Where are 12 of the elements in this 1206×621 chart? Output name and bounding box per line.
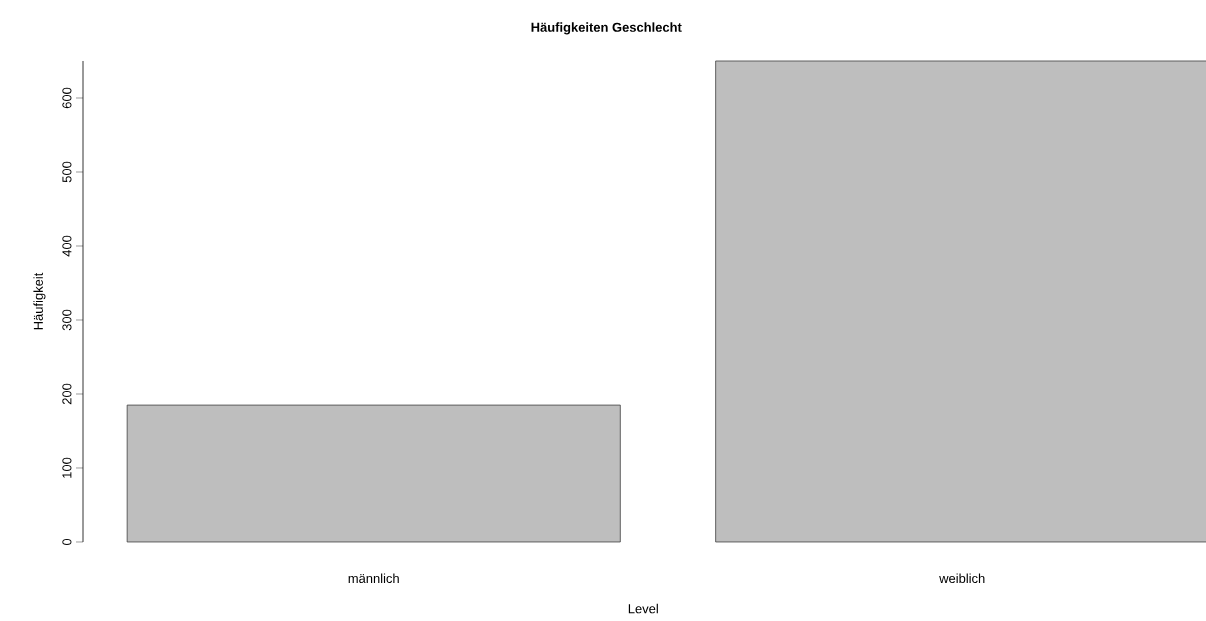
y-tick-label: 200	[62, 383, 72, 405]
y-axis-title: Häufigkeit	[33, 272, 46, 330]
x-axis-title: Level	[628, 603, 658, 614]
y-tick-label: 400	[62, 235, 72, 257]
chart-title: Häufigkeiten Geschlecht	[531, 22, 682, 35]
x-tick-label: weiblich	[939, 573, 985, 584]
y-tick-label: 500	[62, 161, 72, 183]
y-tick-label: 0	[62, 538, 72, 546]
y-tick-label: 100	[62, 457, 72, 478]
y-tick-label: 300	[62, 309, 72, 331]
y-tick-label: 600	[62, 87, 72, 109]
x-tick-label: männlich	[348, 573, 399, 584]
